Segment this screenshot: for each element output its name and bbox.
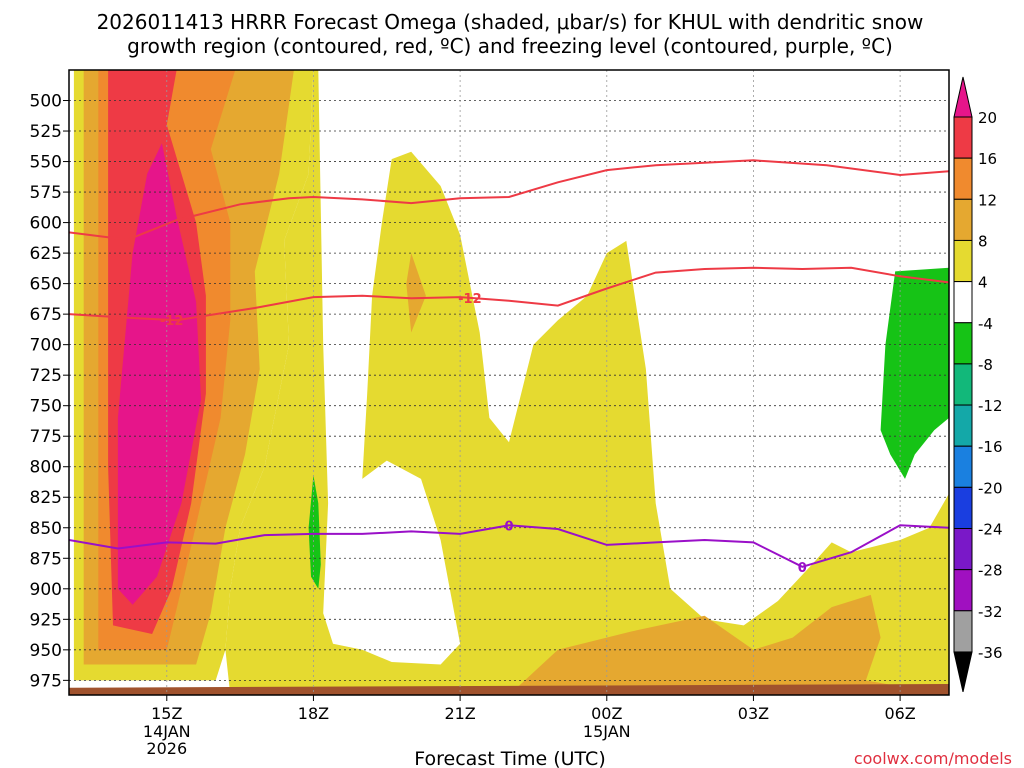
colorbar-swatch-0 bbox=[953, 116, 973, 159]
y-tick-label-975: 975 bbox=[30, 671, 62, 691]
x-tick-label-21Z: 21Z bbox=[444, 704, 475, 723]
colorbar-label-11: -28 bbox=[978, 562, 1003, 580]
y-tick-label-875: 875 bbox=[30, 549, 62, 569]
colorbar-label-4: 4 bbox=[978, 274, 988, 292]
colorbar-swatch-9 bbox=[953, 486, 973, 530]
contour-label-2: 0 bbox=[504, 519, 513, 534]
colorbar-label-1: 16 bbox=[978, 150, 997, 168]
colorbar-swatch-8 bbox=[953, 445, 973, 488]
y-tick-label-600: 600 bbox=[30, 214, 62, 234]
y-tick-label-550: 550 bbox=[30, 153, 62, 173]
y-tick-label-825: 825 bbox=[30, 488, 62, 508]
y-tick-label-700: 700 bbox=[30, 336, 62, 356]
x-tick-label-18Z: 18Z bbox=[298, 704, 329, 723]
grid-layer bbox=[69, 70, 949, 695]
colorbar-swatch-1 bbox=[953, 157, 973, 200]
colorbar-label-8: -16 bbox=[978, 438, 1003, 456]
colorbar-top-arrow bbox=[953, 76, 973, 118]
x-axis-label: Forecast Time (UTC) bbox=[414, 748, 605, 768]
contour-line-2 bbox=[69, 524, 949, 568]
y-tick-label-850: 850 bbox=[30, 519, 62, 539]
colorbar-label-9: -20 bbox=[978, 479, 1003, 497]
y-tick-label-575: 575 bbox=[30, 183, 62, 203]
x-tick-year-15Z: 2026 bbox=[146, 739, 187, 758]
colorbar-swatch-10 bbox=[953, 528, 973, 571]
y-tick-label-675: 675 bbox=[30, 305, 62, 325]
y-tick-label-625: 625 bbox=[30, 244, 62, 264]
colorbar-label-7: -12 bbox=[978, 397, 1003, 415]
omega-region-9 bbox=[509, 594, 949, 695]
contour-label-3: 0 bbox=[798, 561, 807, 576]
colorbar-label-2: 12 bbox=[978, 191, 997, 209]
colorbar-label-10: -24 bbox=[978, 521, 1003, 539]
x-tick-label-00Z: 00Z bbox=[591, 704, 622, 723]
chart-title-line1: 2026011413 HRRR Forecast Omega (shaded, … bbox=[97, 10, 924, 34]
colorbar-swatch-11 bbox=[953, 569, 973, 612]
y-tick-label-750: 750 bbox=[30, 397, 62, 417]
y-tick-label-800: 800 bbox=[30, 458, 62, 478]
x-tick-date-15Z: 14JAN bbox=[143, 722, 191, 741]
colorbar-swatch-4 bbox=[953, 281, 973, 324]
y-tick-label-725: 725 bbox=[30, 366, 62, 386]
omega-region-10 bbox=[69, 684, 949, 695]
x-tick-label-15Z: 15Z bbox=[151, 704, 182, 723]
contour-line-0 bbox=[69, 159, 949, 241]
y-axis: 500 525 550 575 600 625 650 675 700 725 750 775 800 8… bbox=[30, 92, 69, 691]
x-tick-label-03Z: 03Z bbox=[738, 704, 769, 723]
x-tick-label-06Z: 06Z bbox=[884, 704, 915, 723]
y-tick-label-950: 950 bbox=[30, 641, 62, 661]
colorbar-bottom-arrow bbox=[953, 651, 973, 693]
colorbar-swatch-7 bbox=[953, 404, 973, 447]
colorbar-swatch-5 bbox=[953, 322, 973, 365]
colorbar-swatch-6 bbox=[953, 363, 973, 406]
colorbar-swatch-3 bbox=[953, 239, 973, 283]
x-tick-date-00Z: 15JAN bbox=[583, 722, 631, 741]
colorbar-label-13: -36 bbox=[978, 644, 1003, 662]
y-tick-label-650: 650 bbox=[30, 275, 62, 295]
contour-line-1 bbox=[69, 266, 949, 322]
colorbar-label-3: 8 bbox=[978, 232, 988, 250]
colorbar-label-6: -8 bbox=[978, 356, 993, 374]
colorbar-label-0: 20 bbox=[978, 109, 997, 127]
credit-text: coolwx.com/models bbox=[854, 749, 1012, 768]
contour-label-1: -12 bbox=[458, 292, 482, 307]
y-tick-label-900: 900 bbox=[30, 580, 62, 600]
contour-label-0: -12 bbox=[160, 314, 184, 329]
y-tick-label-525: 525 bbox=[30, 122, 62, 142]
omega-region-7 bbox=[308, 475, 321, 589]
contour-labels-layer: -12 -12 0 0 bbox=[160, 292, 807, 576]
chart-title-line2: growth region (contoured, red, ºC) and f… bbox=[127, 34, 893, 58]
y-tick-label-775: 775 bbox=[30, 427, 62, 447]
omega-region-8 bbox=[406, 253, 426, 333]
omega-region-6 bbox=[880, 267, 949, 479]
omega-shading-layer bbox=[69, 70, 949, 695]
y-tick-label-500: 500 bbox=[30, 92, 62, 112]
colorbar-label-12: -32 bbox=[978, 603, 1003, 621]
colorbar-swatch-2 bbox=[953, 198, 973, 241]
colorbar-label-5: -4 bbox=[978, 315, 993, 333]
omega-region-5 bbox=[225, 70, 949, 695]
plot-frame bbox=[68, 69, 950, 696]
colorbar-swatch-12 bbox=[953, 610, 973, 653]
y-tick-label-925: 925 bbox=[30, 610, 62, 630]
contour-layer bbox=[69, 159, 949, 568]
colorbar: 20 16 12 8 4 -4 -8 -12 -16 -20 -24 -28 -32 -36 bbox=[953, 76, 1003, 693]
omega-region-4 bbox=[117, 143, 201, 605]
